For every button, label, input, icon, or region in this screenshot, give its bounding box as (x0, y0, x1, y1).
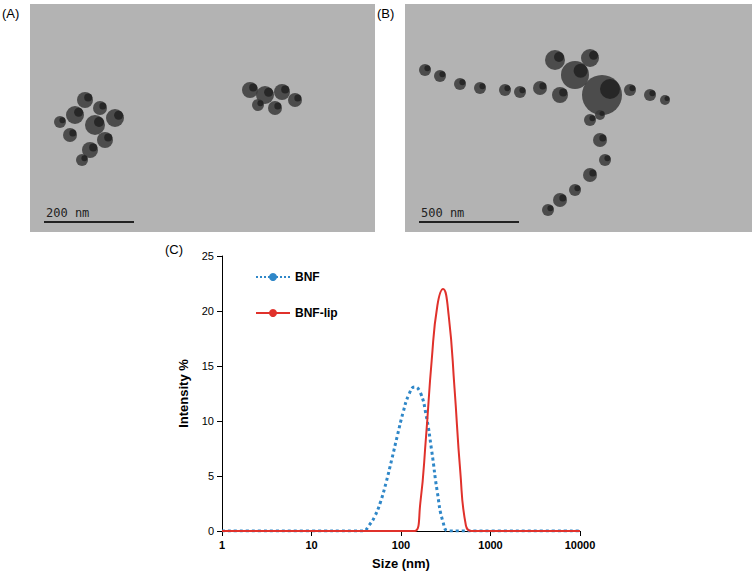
svg-text:500 nm: 500 nm (421, 206, 464, 220)
svg-text:10: 10 (305, 539, 317, 551)
svg-text:Intensity %: Intensity % (176, 359, 191, 428)
svg-text:20: 20 (202, 305, 214, 317)
svg-text:15: 15 (202, 360, 214, 372)
svg-text:BNF-lip: BNF-lip (295, 306, 338, 320)
svg-text:(C): (C) (165, 242, 183, 257)
svg-text:0: 0 (208, 525, 214, 537)
svg-text:1: 1 (219, 539, 225, 551)
svg-text:(B): (B) (377, 6, 394, 21)
svg-text:25: 25 (202, 250, 214, 262)
svg-text:BNF: BNF (295, 270, 320, 284)
svg-text:200 nm: 200 nm (46, 206, 89, 220)
svg-text:5: 5 (208, 470, 214, 482)
svg-text:(A): (A) (2, 6, 19, 21)
svg-text:100: 100 (392, 539, 410, 551)
svg-text:10: 10 (202, 415, 214, 427)
svg-text:10000: 10000 (565, 539, 596, 551)
svg-text:1000: 1000 (478, 539, 502, 551)
svg-text:Size (nm): Size (nm) (372, 556, 430, 571)
